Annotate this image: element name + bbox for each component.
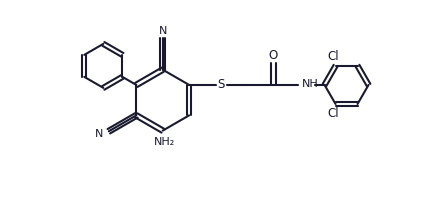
Text: N: N (159, 26, 167, 36)
Text: NH: NH (302, 79, 318, 89)
Text: S: S (217, 78, 224, 91)
Text: NH₂: NH₂ (154, 137, 175, 147)
Text: N: N (95, 129, 104, 139)
Text: Cl: Cl (327, 50, 338, 63)
Text: Cl: Cl (327, 107, 338, 120)
Text: O: O (268, 49, 277, 62)
